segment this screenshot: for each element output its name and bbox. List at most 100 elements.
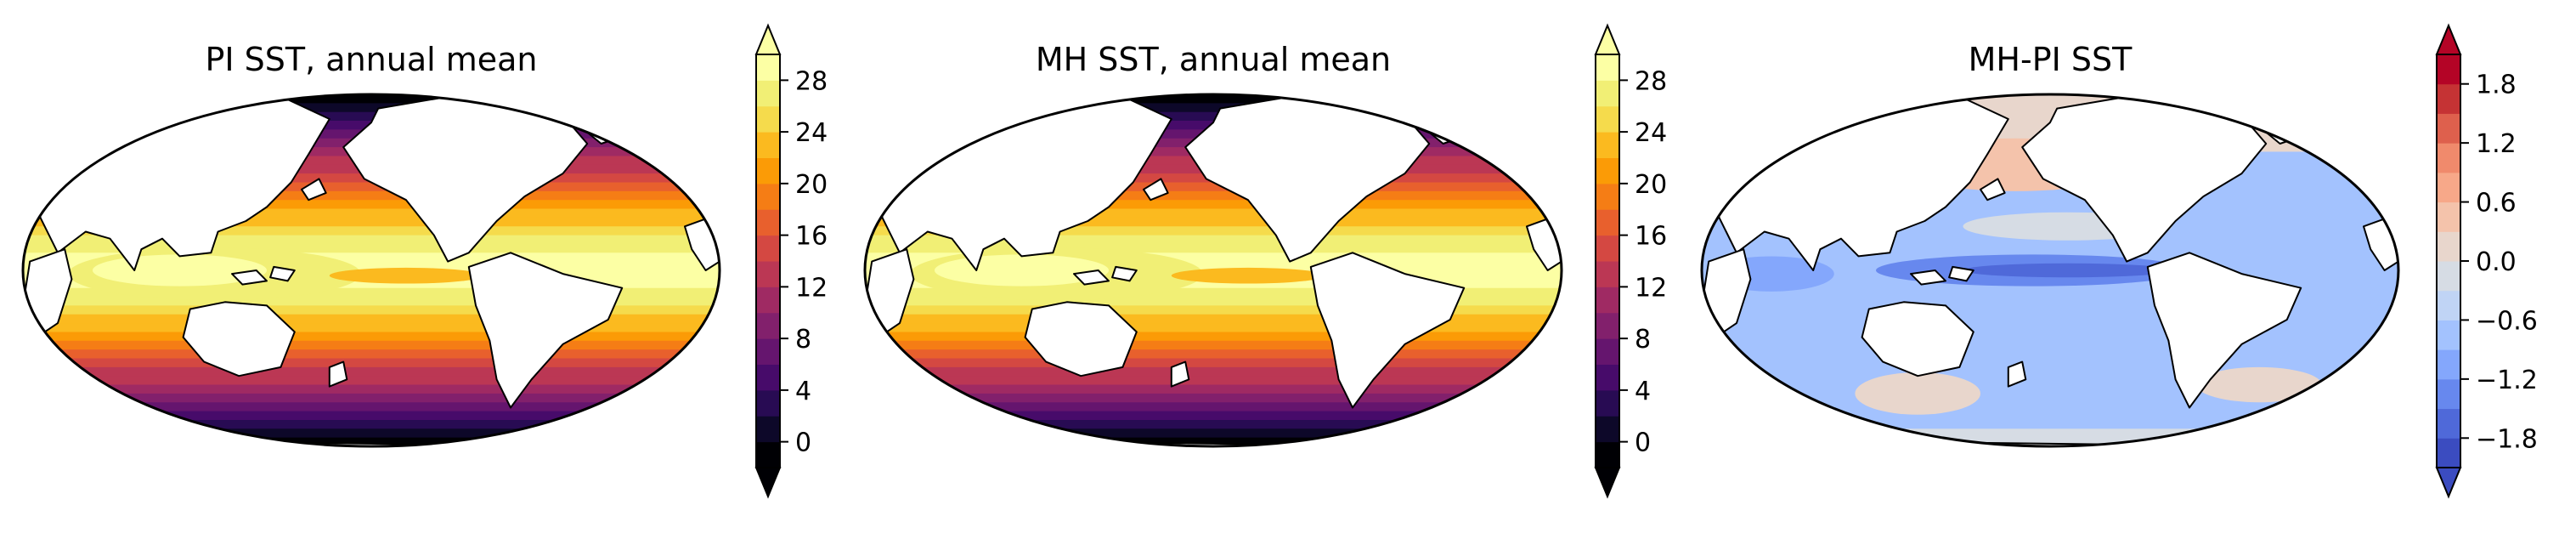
colorbar-segment: [756, 209, 780, 236]
land-indonesia2: [1111, 265, 1138, 282]
colorbar-segment: [2437, 231, 2460, 262]
sst-contour-band: [865, 384, 1562, 394]
colorbar-segment: [2437, 290, 2460, 321]
panel-title: MH SST, annual mean: [1035, 41, 1392, 78]
colorbar-segment: [756, 441, 780, 468]
sst-contour-band: [23, 393, 720, 404]
colorbar-segment: [756, 157, 780, 184]
sst-contour-band: [23, 376, 720, 386]
land-australia: [1861, 301, 1974, 377]
cold-tongue: [1171, 267, 1325, 284]
colorbar-segment: [756, 364, 780, 391]
map-boundary: [863, 93, 1563, 448]
land-australia: [182, 301, 296, 377]
colorbar-segment: [756, 287, 780, 314]
colorbar-segment: [1596, 287, 1619, 314]
colorbar-max-arrow: [2435, 23, 2462, 55]
panel-title: MH-PI SST: [1968, 41, 2133, 78]
colorbar-tick-label: −0.6: [2476, 306, 2538, 336]
colorbar-segment: [756, 389, 780, 417]
colorbar-segment: [756, 416, 780, 443]
land-japan: [1980, 178, 2006, 201]
cold-tongue: [329, 267, 483, 284]
colorbar-segment: [756, 312, 780, 339]
colorbar-segment: [1596, 80, 1619, 107]
land-indonesia1: [1073, 270, 1110, 286]
colorbar-segment: [2437, 113, 2460, 144]
map-boundary: [1700, 93, 2400, 448]
colorbar-tick-label: 4: [795, 377, 811, 406]
sst-contour-band: [865, 393, 1562, 404]
land-indonesia2: [269, 265, 296, 282]
colorbar-tick-label: 16: [795, 222, 828, 252]
colorbar-tick-label: 20: [795, 170, 828, 200]
land-indonesia1: [1910, 270, 1946, 286]
colorbar-tick-label: 24: [1635, 118, 1667, 148]
colorbar-segment: [1596, 54, 1619, 81]
sst-contour-band: [865, 376, 1562, 386]
colorbar-segment: [1596, 183, 1619, 210]
colorbar-tick-label: −1.8: [2476, 424, 2538, 454]
colorbar-tick-label: 0.0: [2476, 247, 2517, 277]
colorbar-segment: [1596, 157, 1619, 184]
land-australia: [1024, 301, 1138, 377]
colorbar-segment: [756, 80, 780, 107]
colorbar-tick-label: 4: [1635, 377, 1651, 406]
land-southAmerica: [2146, 252, 2302, 409]
sst-contour-band: [23, 411, 720, 421]
colorbar-tick-label: 20: [1635, 170, 1667, 200]
land-japan: [1143, 178, 1169, 201]
colorbar-segment: [1596, 389, 1619, 417]
colorbar-segment: [1596, 364, 1619, 391]
colorbar-tick-label: 8: [1635, 325, 1651, 355]
colorbar: 0 4 8 12 16 20 24 28: [754, 23, 828, 499]
land-japan: [301, 178, 327, 201]
colorbar: 0 4 8 12 16 20 24 28: [1594, 23, 1667, 499]
colorbar-tick-label: 1.8: [2476, 71, 2517, 100]
sst-contour-band: [865, 411, 1562, 421]
colorbar-segment: [756, 54, 780, 81]
colorbar-segment: [756, 235, 780, 262]
sst-field: [1702, 94, 2398, 446]
colorbar-tick-label: 28: [795, 66, 828, 96]
colorbar-tick-label: 12: [1635, 273, 1667, 303]
colorbar-segment: [1596, 105, 1619, 133]
colorbar-segment: [2437, 408, 2460, 439]
panel-title: PI SST, annual mean: [205, 41, 538, 78]
colorbar-tick-label: −1.2: [2476, 366, 2538, 395]
land-nz: [2007, 360, 2027, 388]
colorbar-segment: [1596, 441, 1619, 468]
colorbar-segment: [2437, 438, 2460, 468]
colorbar-min-arrow: [2435, 467, 2462, 499]
colorbar-segment: [1596, 209, 1619, 236]
land-southAmerica: [1309, 252, 1466, 409]
colorbar-segment: [1596, 235, 1619, 262]
map-boundary: [21, 93, 721, 448]
sst-contour-band: [865, 366, 1562, 377]
colorbar-segment: [2437, 201, 2460, 232]
colorbar-segment: [2437, 349, 2460, 380]
colorbar-tick-label: 12: [795, 273, 828, 303]
colorbar-tick-label: 0.6: [2476, 189, 2517, 218]
colorbar-tick-label: 0: [1635, 428, 1651, 458]
colorbar: −1.8 −1.2 −0.6 0.0 0.6 1.2 1.8: [2435, 23, 2538, 499]
colorbar-segment: [1596, 416, 1619, 443]
colorbar-frame: [1595, 54, 1620, 468]
sst-contour-band: [23, 366, 720, 377]
colorbar-segment: [2437, 261, 2460, 292]
colorbar-segment: [2437, 83, 2460, 114]
colorbar-tick-label: 1.2: [2476, 129, 2517, 159]
colorbar-tick-label: 8: [795, 325, 811, 355]
colorbar-segment: [2437, 378, 2460, 410]
colorbar-tick-label: 28: [1635, 66, 1667, 96]
land-nz: [1170, 360, 1190, 388]
land-indonesia2: [1948, 265, 1974, 282]
colorbar-segment: [756, 338, 780, 365]
colorbar-segment: [756, 105, 780, 133]
colorbar-segment: [2437, 143, 2460, 173]
land-nz: [328, 360, 348, 388]
sst-contour-band: [23, 384, 720, 394]
